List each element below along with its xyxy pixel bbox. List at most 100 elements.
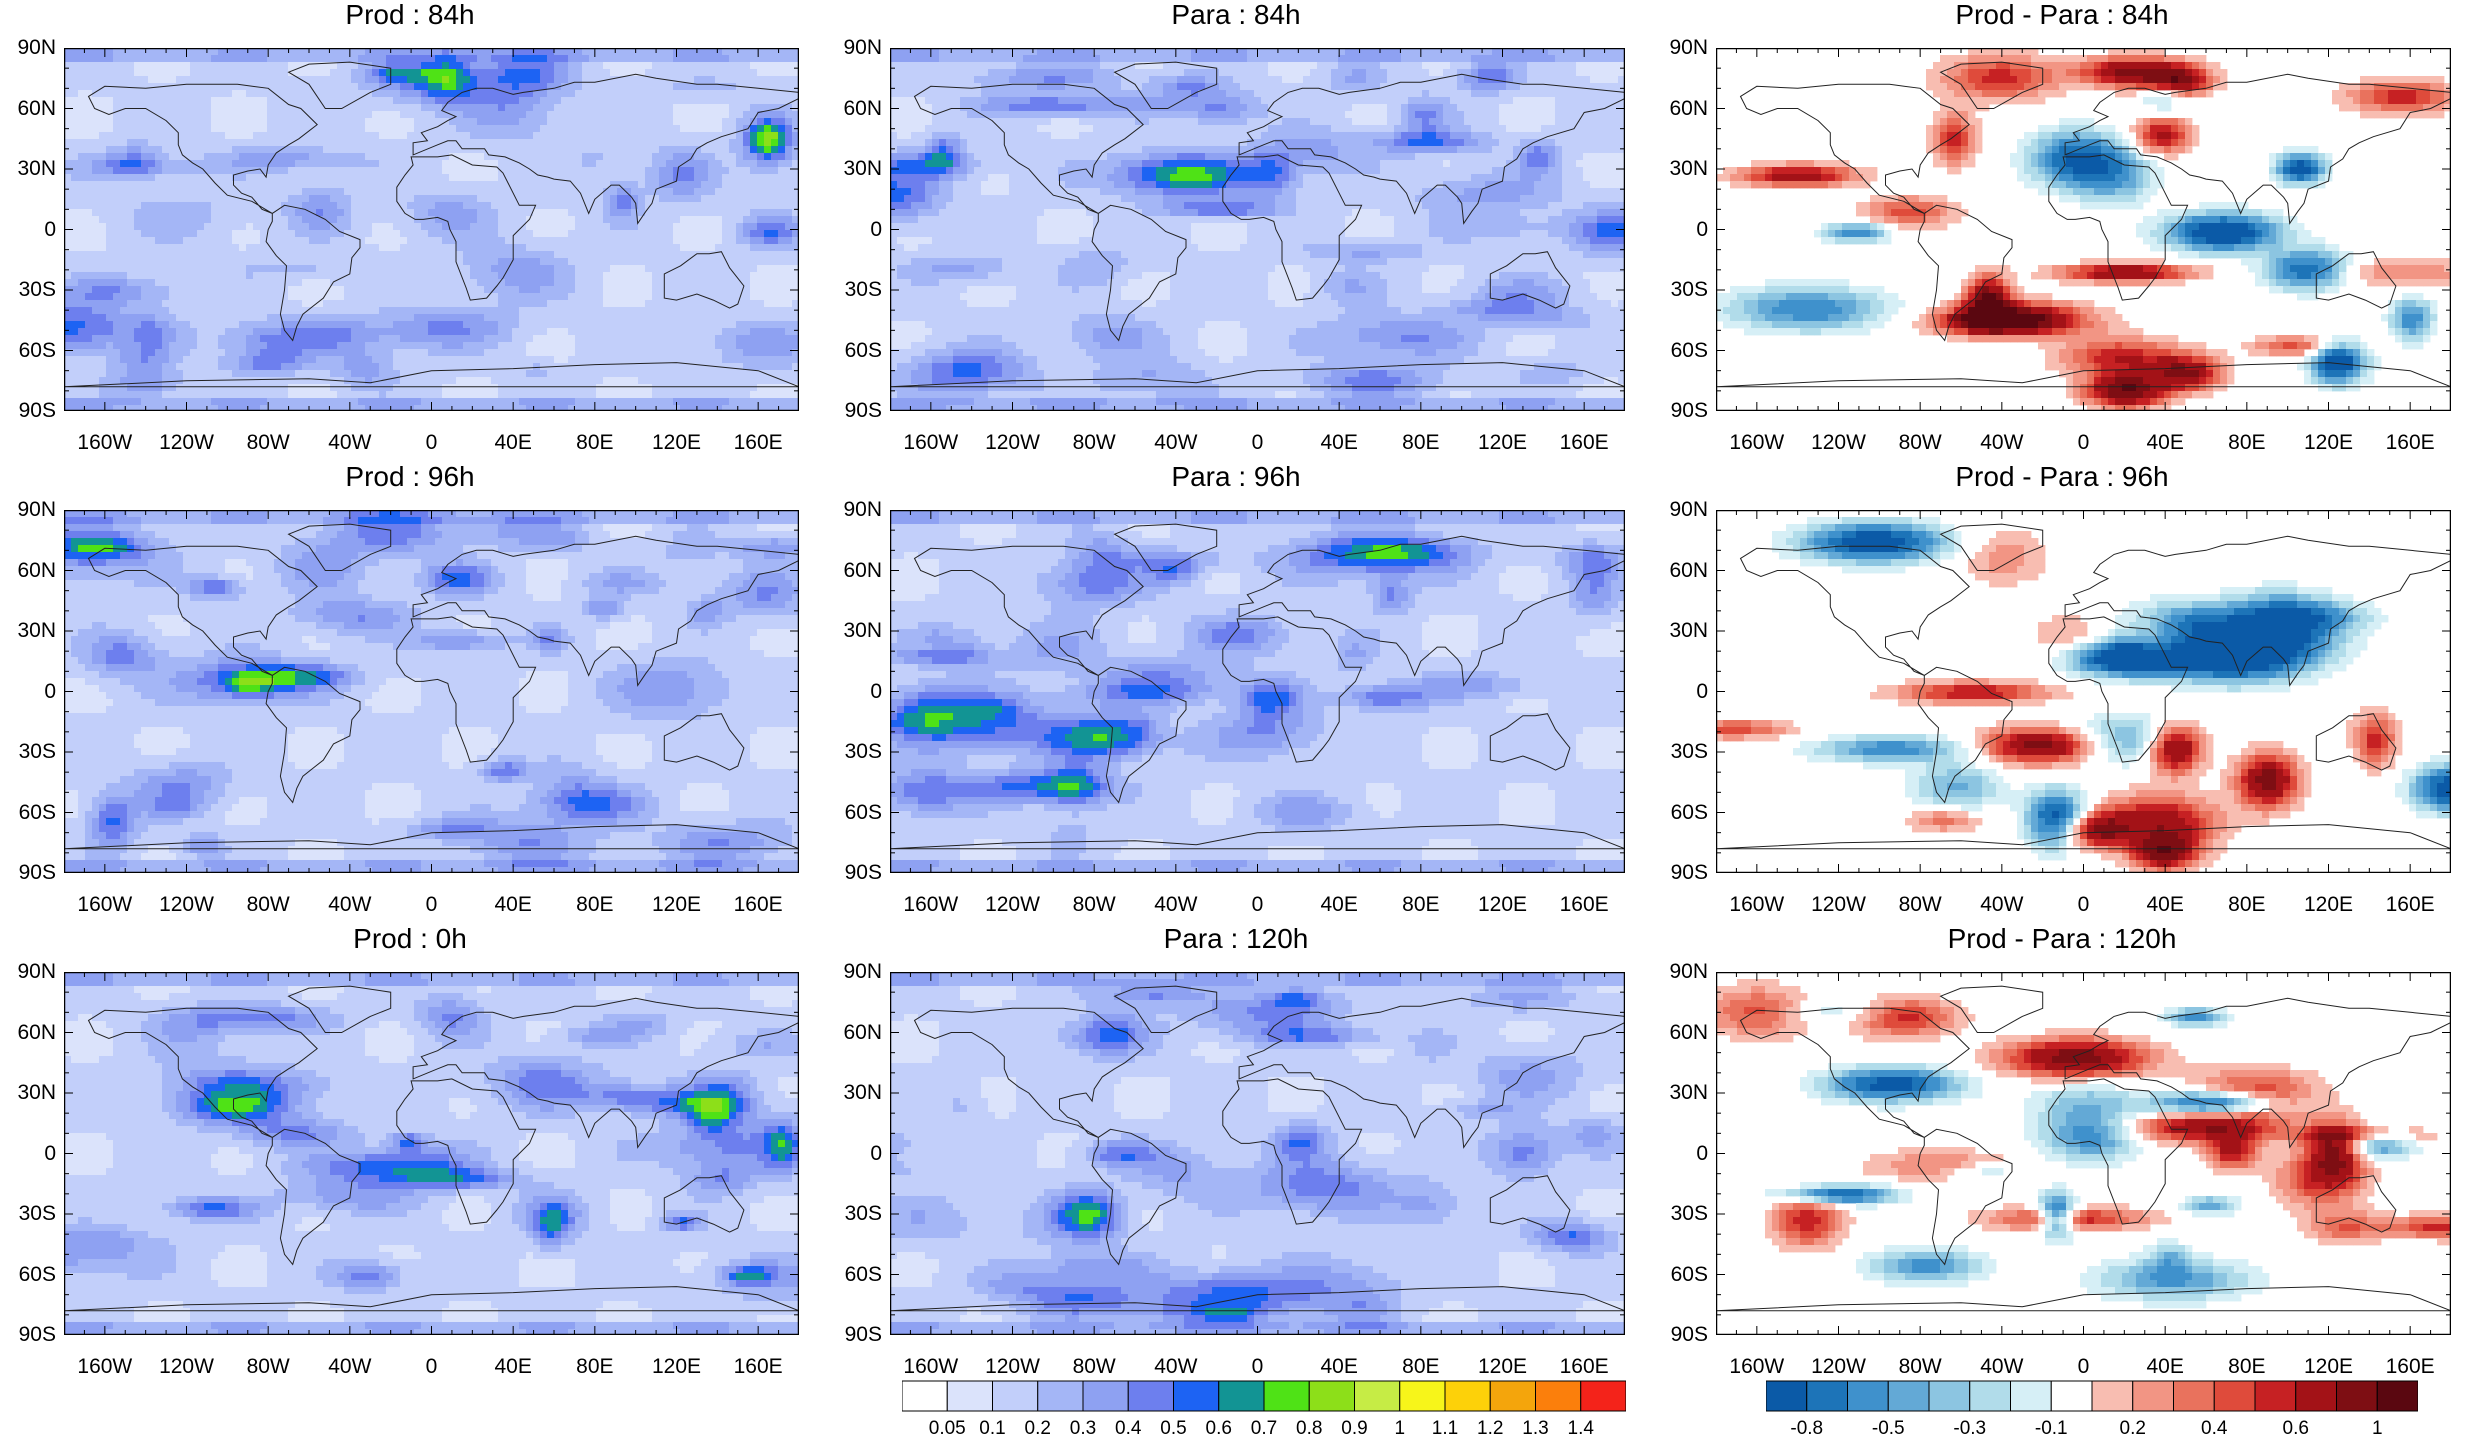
colorbar-label: 0.2 bbox=[2103, 1418, 2163, 1440]
lon-tick-label: 120W bbox=[968, 431, 1058, 455]
colorbar-swatch bbox=[1309, 1381, 1354, 1411]
lon-tick-label: 40E bbox=[2120, 893, 2210, 917]
lat-tick-label: 30N bbox=[0, 157, 56, 181]
colorbar-swatch bbox=[1264, 1381, 1309, 1411]
map-area bbox=[890, 48, 1625, 411]
lon-tick-label: 120E bbox=[1458, 1355, 1548, 1379]
lat-tick-label: 30S bbox=[1652, 740, 1708, 764]
lon-tick-label: 120W bbox=[1794, 893, 1884, 917]
lat-tick-label: 90N bbox=[0, 498, 56, 522]
lat-tick-label: 90S bbox=[0, 1323, 56, 1347]
lat-tick-label: 60S bbox=[1652, 1263, 1708, 1287]
lon-tick-label: 40W bbox=[1957, 431, 2047, 455]
lat-tick-label: 60S bbox=[826, 801, 882, 825]
colorbar-swatch bbox=[1970, 1381, 2011, 1411]
panel-title: Prod : 84h bbox=[0, 0, 820, 30]
lat-tick-label: 30S bbox=[826, 278, 882, 302]
colorbar-label: -0.1 bbox=[2021, 1418, 2081, 1440]
lat-tick-label: 60N bbox=[0, 1021, 56, 1045]
lat-tick-label: 0 bbox=[0, 680, 56, 704]
map-svg bbox=[890, 510, 1625, 873]
coastline bbox=[1716, 1287, 2451, 1311]
lon-tick-label: 40W bbox=[305, 1355, 395, 1379]
lon-tick-label: 80W bbox=[223, 1355, 313, 1379]
lon-tick-label: 80E bbox=[550, 431, 640, 455]
lon-tick-label: 80W bbox=[1049, 1355, 1139, 1379]
lat-tick-label: 90S bbox=[0, 399, 56, 423]
panel-title: Prod - Para : 120h bbox=[1652, 924, 2472, 954]
lon-tick-label: 40E bbox=[1294, 431, 1384, 455]
lat-tick-label: 60N bbox=[826, 97, 882, 121]
lat-tick-label: 30S bbox=[0, 740, 56, 764]
lat-tick-label: 90S bbox=[0, 861, 56, 885]
lon-tick-label: 80W bbox=[1049, 893, 1139, 917]
lat-tick-label: 90N bbox=[0, 960, 56, 984]
lon-tick-label: 0 bbox=[2039, 893, 2129, 917]
lat-tick-label: 30N bbox=[826, 1081, 882, 1105]
lon-tick-label: 80W bbox=[1875, 1355, 1965, 1379]
field-layer bbox=[890, 48, 1625, 411]
panel-title: Prod : 96h bbox=[0, 462, 820, 492]
lon-tick-label: 120E bbox=[1458, 431, 1548, 455]
colorbar-swatch bbox=[1400, 1381, 1445, 1411]
colorbar-swatch bbox=[2051, 1381, 2092, 1411]
lat-tick-label: 90S bbox=[826, 1323, 882, 1347]
colorbar-swatch bbox=[2092, 1381, 2133, 1411]
colorbar-swatch bbox=[1355, 1381, 1400, 1411]
map-svg bbox=[64, 48, 799, 411]
panel-title: Para : 84h bbox=[826, 0, 1646, 30]
lon-tick-label: 40E bbox=[468, 893, 558, 917]
lon-tick-label: 160E bbox=[713, 431, 803, 455]
colorbar-swatch bbox=[1490, 1381, 1535, 1411]
lat-tick-label: 90S bbox=[826, 861, 882, 885]
lon-tick-label: 120W bbox=[1794, 1355, 1884, 1379]
lon-tick-label: 160E bbox=[2365, 431, 2455, 455]
lon-tick-label: 120E bbox=[632, 1355, 722, 1379]
lat-tick-label: 90N bbox=[826, 498, 882, 522]
lon-tick-label: 160E bbox=[713, 893, 803, 917]
colorbar-label: -0.5 bbox=[1858, 1418, 1918, 1440]
lat-tick-label: 30N bbox=[1652, 1081, 1708, 1105]
colorbar-swatch bbox=[2174, 1381, 2215, 1411]
lat-tick-label: 90N bbox=[0, 36, 56, 60]
colorbar-swatch bbox=[1848, 1381, 1889, 1411]
map-area bbox=[1716, 972, 2451, 1335]
lon-tick-label: 80E bbox=[2202, 1355, 2292, 1379]
lat-tick-label: 60N bbox=[826, 1021, 882, 1045]
colorbar-swatch bbox=[2011, 1381, 2052, 1411]
map-area bbox=[64, 48, 799, 411]
lat-tick-label: 30N bbox=[1652, 619, 1708, 643]
lon-tick-label: 80E bbox=[1376, 893, 1466, 917]
map-svg bbox=[1716, 48, 2451, 411]
field-layer bbox=[1716, 979, 2451, 1308]
lat-tick-label: 60S bbox=[1652, 339, 1708, 363]
lon-tick-label: 120W bbox=[968, 893, 1058, 917]
lon-tick-label: 40W bbox=[1131, 893, 1221, 917]
colorbar-swatch bbox=[1581, 1381, 1626, 1411]
lon-tick-label: 40W bbox=[1131, 431, 1221, 455]
map-svg bbox=[1716, 510, 2451, 873]
field-layer bbox=[890, 510, 1625, 873]
colorbar-swatch bbox=[1038, 1381, 1083, 1411]
colorbar-swatch bbox=[902, 1381, 947, 1411]
field-layer bbox=[1716, 48, 2451, 411]
map-svg bbox=[890, 48, 1625, 411]
lon-tick-label: 160E bbox=[1539, 893, 1629, 917]
lon-tick-label: 0 bbox=[2039, 1355, 2129, 1379]
lon-tick-label: 40E bbox=[2120, 1355, 2210, 1379]
lat-tick-label: 60S bbox=[0, 1263, 56, 1287]
lon-tick-label: 160W bbox=[60, 431, 150, 455]
lat-tick-label: 90S bbox=[1652, 861, 1708, 885]
colorbar-swatch bbox=[993, 1381, 1038, 1411]
lon-tick-label: 160E bbox=[1539, 431, 1629, 455]
lon-tick-label: 80W bbox=[223, 893, 313, 917]
colorbar-swatch bbox=[2255, 1381, 2296, 1411]
lon-tick-label: 40E bbox=[468, 1355, 558, 1379]
lon-tick-label: 120W bbox=[142, 431, 232, 455]
colorbar-swatch bbox=[1888, 1381, 1929, 1411]
lon-tick-label: 80E bbox=[550, 893, 640, 917]
